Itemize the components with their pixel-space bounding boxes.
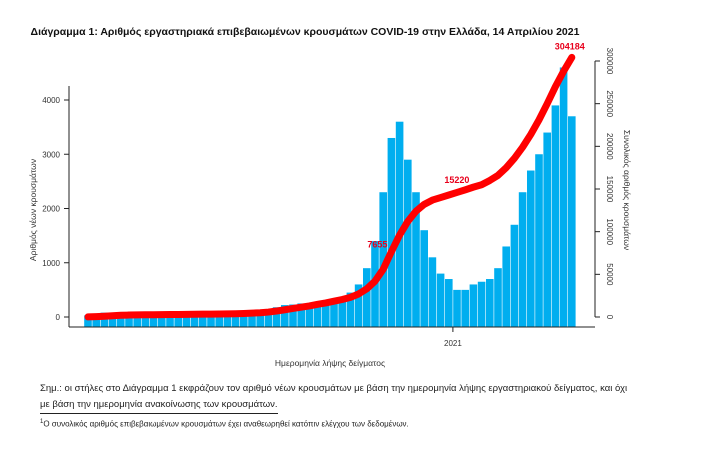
y2-tick-label: 150000 xyxy=(605,176,614,203)
bar xyxy=(125,314,133,327)
bar xyxy=(231,315,240,327)
bar xyxy=(559,67,568,327)
y2-tick-label: 50000 xyxy=(605,263,614,286)
bar xyxy=(297,303,305,327)
bar xyxy=(436,273,445,327)
bar xyxy=(535,154,543,327)
bar xyxy=(248,314,256,327)
chart-title: Διάγραμμα 1: Αριθμός εργαστηριακά επιβεβ… xyxy=(31,26,580,38)
bar xyxy=(404,159,412,327)
y2-tick-label: 0 xyxy=(605,315,614,320)
y-axis-right-title: Συνολικός αριθμός κρουσμάτων xyxy=(622,130,632,250)
bar xyxy=(313,302,322,327)
bar xyxy=(346,292,355,327)
bar xyxy=(272,307,281,327)
bars-group xyxy=(84,67,576,328)
bar xyxy=(330,300,338,327)
bar xyxy=(207,315,215,327)
bar xyxy=(469,284,478,327)
cumulative-line xyxy=(84,53,576,321)
bar xyxy=(445,279,453,327)
bar xyxy=(527,170,535,327)
bar xyxy=(354,284,363,327)
bar xyxy=(108,313,117,327)
cumulative-line-group xyxy=(84,53,576,321)
y2-tick-label: 100000 xyxy=(605,218,614,245)
bar xyxy=(420,230,428,327)
y-tick-label: 2000 xyxy=(42,205,60,214)
note-line-1: Σημ.: οι στήλες στο Διάγραμμα 1 εκφράζου… xyxy=(40,383,628,394)
bar xyxy=(223,315,232,327)
y-tick-label: 3000 xyxy=(42,150,60,159)
y2-tick-label: 250000 xyxy=(605,90,614,117)
footnote: 1Ο συνολικός αριθμός επιβεβαιωμένων κρου… xyxy=(40,419,409,429)
bar xyxy=(395,121,404,327)
note-line-2: με βάση την ημερομηνία ανακοίνωσης των κ… xyxy=(40,399,278,414)
bar xyxy=(551,105,560,327)
bar xyxy=(199,315,207,327)
bar xyxy=(453,289,461,327)
bar xyxy=(305,303,314,327)
bar xyxy=(428,257,437,327)
bar xyxy=(190,315,199,327)
bar xyxy=(149,316,158,327)
bar xyxy=(133,315,141,327)
bar xyxy=(166,316,174,327)
bar xyxy=(477,281,486,327)
bar xyxy=(182,316,191,327)
bar xyxy=(117,314,125,327)
bar xyxy=(486,279,494,327)
cumulative-annotation: 304184 xyxy=(555,41,585,51)
footnote-text: Ο συνολικός αριθμός επιβεβαιωμένων κρουσ… xyxy=(43,419,409,429)
bar xyxy=(289,304,297,327)
bar xyxy=(502,246,510,327)
y-tick-label: 1000 xyxy=(42,259,60,268)
bar xyxy=(543,132,551,327)
bar xyxy=(568,116,576,328)
footnote-mark: 1 xyxy=(40,419,44,425)
bar xyxy=(412,192,420,327)
bar xyxy=(240,314,248,327)
bar xyxy=(100,312,109,327)
bar xyxy=(461,289,469,327)
bar xyxy=(338,299,346,327)
bar xyxy=(215,315,223,327)
covid-chart: Διάγραμμα 1: Αριθμός εργαστηριακά επιβεβ… xyxy=(28,26,632,368)
bar xyxy=(158,316,166,327)
x-axis-title: Ημερομηνία λήψης δείγματος xyxy=(275,358,385,368)
y-axis-left-title: Αριθμός νέων κρουσμάτων xyxy=(28,159,38,261)
y2-tick-label: 300000 xyxy=(605,48,614,75)
y2-tick-label: 200000 xyxy=(605,133,614,160)
bar xyxy=(379,192,387,327)
bar xyxy=(92,313,100,327)
bar xyxy=(510,224,519,327)
bar xyxy=(322,301,330,327)
cumulative-annotation: 7655 xyxy=(367,240,387,250)
bar xyxy=(363,268,371,327)
bar xyxy=(256,312,264,327)
cumulative-annotation: 15220 xyxy=(444,175,469,185)
bar xyxy=(141,316,150,327)
bar xyxy=(264,310,273,327)
bar xyxy=(174,316,182,327)
bar xyxy=(281,305,289,327)
bar xyxy=(494,268,502,327)
bar xyxy=(518,192,527,327)
y-tick-label: 0 xyxy=(56,313,61,322)
x-tick-label: 2021 xyxy=(444,339,462,348)
y-tick-label: 4000 xyxy=(42,96,60,105)
bar xyxy=(387,137,396,327)
bar xyxy=(84,315,92,327)
